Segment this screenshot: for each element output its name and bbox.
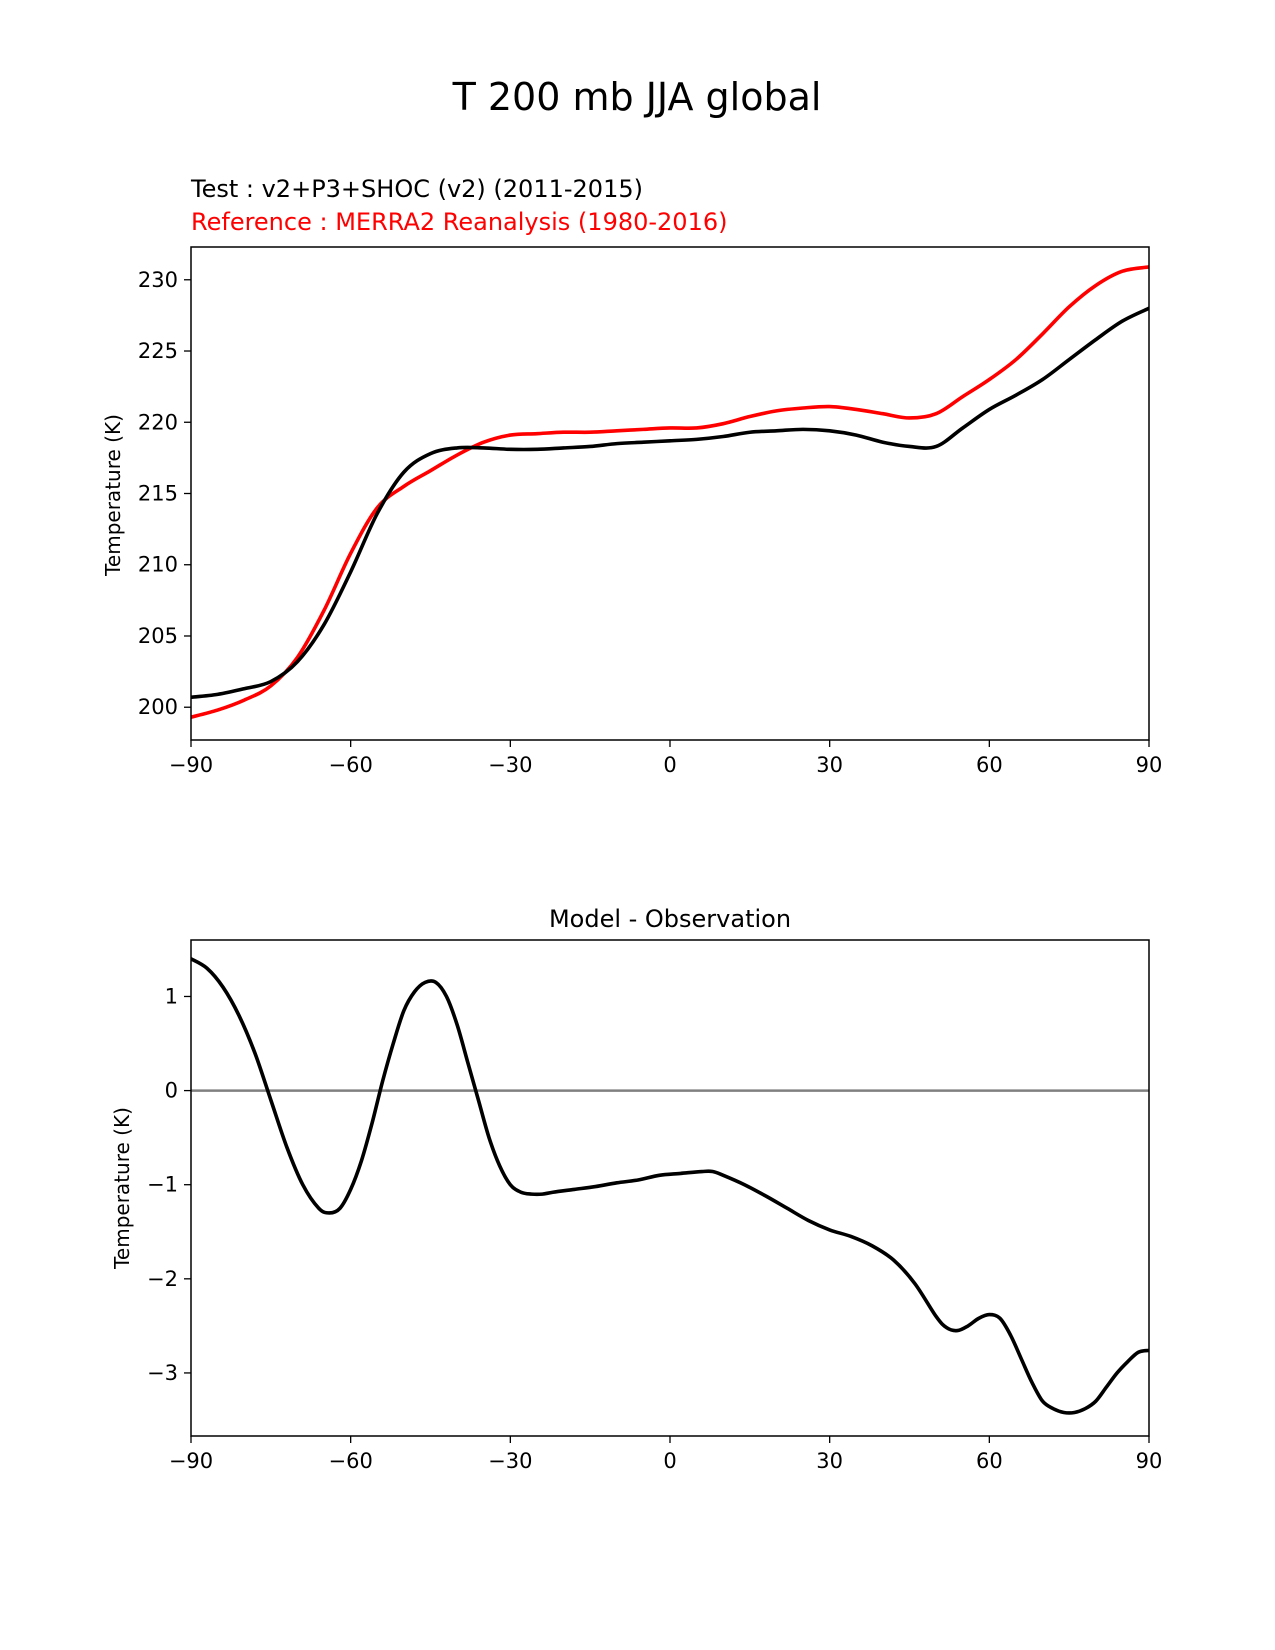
top-ytick-label: 225 [138, 339, 178, 363]
top-axes-frame [190, 246, 1150, 741]
top-xtick-label: 0 [663, 753, 676, 777]
bottom-ytick-label: −2 [147, 1267, 178, 1291]
test-series-line [191, 306, 1149, 700]
bottom-ytick-label: 0 [165, 1079, 178, 1103]
top-ytick-label: 230 [138, 268, 178, 292]
bottom-panel: Model - Observation Temperature (K) −90−… [110, 905, 1162, 1473]
top-y-axis-label: Temperature (K) [101, 414, 125, 577]
bottom-xtick-label: 60 [976, 1449, 1003, 1473]
bottom-y-axis-label: Temperature (K) [110, 1107, 134, 1270]
test-label: Test : v2+P3+SHOC (v2) (2011-2015) [190, 175, 643, 203]
bottom-xtick-label: −30 [488, 1449, 532, 1473]
bottom-plot-area [191, 957, 1149, 1415]
bottom-ytick-label: 1 [165, 984, 178, 1008]
reference-series-line [191, 265, 1149, 719]
bottom-xtick-label: 0 [663, 1449, 676, 1473]
top-plot-area [191, 265, 1149, 719]
top-ytick-label: 215 [138, 482, 178, 506]
bottom-ytick-label: −3 [147, 1361, 178, 1385]
top-xtick-label: −30 [488, 753, 532, 777]
bottom-ticks: −90 −60 −30 0 30 60 90 1 0 −1 −2 −3 [147, 984, 1162, 1473]
bottom-xtick-label: 30 [816, 1449, 843, 1473]
bottom-axes-frame [190, 939, 1150, 1437]
bottom-xtick-label: −90 [169, 1449, 213, 1473]
top-xtick-label: 90 [1136, 753, 1163, 777]
top-ytick-label: 205 [138, 624, 178, 648]
bottom-xtick-label: 90 [1136, 1449, 1163, 1473]
reference-label: Reference : MERRA2 Reanalysis (1980-2016… [191, 208, 727, 236]
top-xtick-label: 60 [976, 753, 1003, 777]
difference-series-line [191, 957, 1149, 1415]
top-panel: Test : v2+P3+SHOC (v2) (2011-2015) Refer… [101, 175, 1162, 777]
top-ytick-label: 200 [138, 695, 178, 719]
figure-title: T 200 mb JJA global [452, 75, 822, 119]
bottom-xtick-label: −60 [329, 1449, 373, 1473]
top-xtick-label: −60 [329, 753, 373, 777]
bottom-title: Model - Observation [549, 905, 791, 933]
top-xtick-label: 30 [816, 753, 843, 777]
top-ytick-label: 220 [138, 410, 178, 434]
top-ytick-label: 210 [138, 553, 178, 577]
top-xtick-label: −90 [169, 753, 213, 777]
top-ticks: −90 −60 −30 0 30 60 90 200 205 210 215 220 225 230 [138, 268, 1162, 777]
bottom-ytick-label: −1 [147, 1173, 178, 1197]
